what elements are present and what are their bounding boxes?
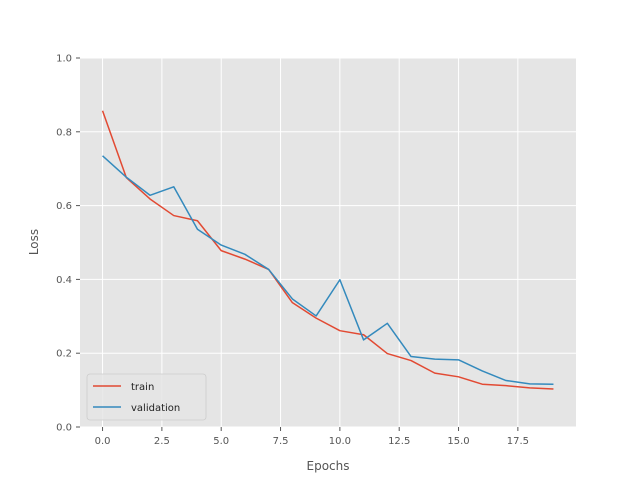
legend-label-validation: validation [131,403,180,414]
x-tick-label: 5.0 [213,436,229,447]
y-tick-label: 0.8 [56,127,72,138]
x-tick-label: 2.5 [154,436,170,447]
series-lines [101,110,554,390]
y-tick-label: 0.6 [56,201,72,212]
axis-ticks: 0.0 2.5 5.0 7.5 10.0 12.5 15.0 17.5 0.0 0.2 0.4 0.6… [56,54,529,448]
legend-label-train: train [131,382,154,393]
series-line-train [101,110,554,390]
y-tick-label: 0.4 [56,275,72,286]
x-tick-label: 15.0 [447,436,469,447]
y-tick-label: 0.2 [56,349,72,360]
x-tick-label: 17.5 [507,436,529,447]
x-tick-label: 12.5 [388,436,410,447]
y-tick-label: 1.0 [56,54,72,65]
x-axis-label: Epochs [307,459,350,473]
x-tick-label: 10.0 [329,436,351,447]
plot-area [80,58,576,427]
y-tick-label: 0.0 [56,423,72,434]
gridlines [80,57,576,428]
series-line-validation [102,155,554,385]
y-axis-label: Loss [27,229,41,255]
x-tick-label: 7.5 [273,436,289,447]
x-tick-label: 0.0 [95,436,111,447]
legend: train validation [86,373,207,421]
